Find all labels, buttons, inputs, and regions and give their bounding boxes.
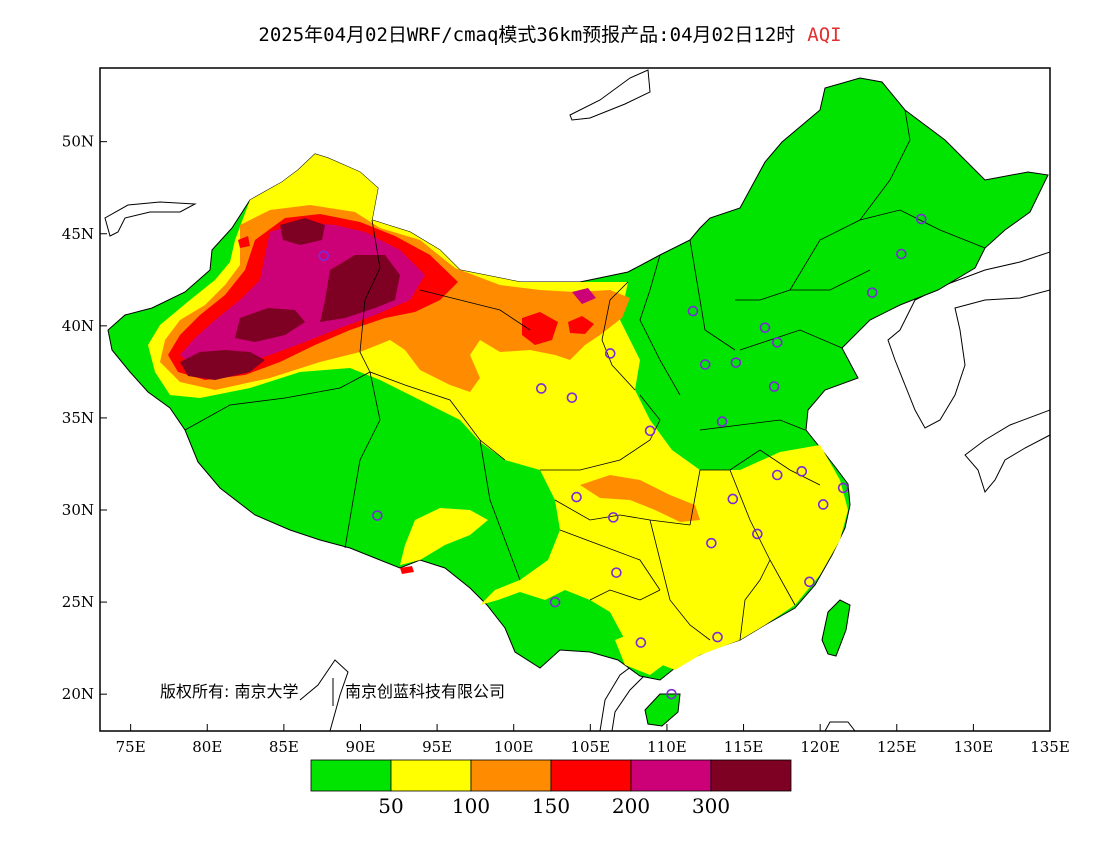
lat-tick-label: 20N: [62, 685, 94, 703]
coastline: [824, 721, 856, 731]
station-markers: [318, 213, 927, 700]
station-marker: [566, 392, 578, 403]
station-marker: [611, 567, 622, 578]
lon-tick-label: 115E: [724, 738, 764, 756]
aqi-region-red: [568, 316, 594, 334]
station-marker: [759, 322, 771, 333]
station-marker: [771, 337, 783, 348]
station-marker: [372, 510, 383, 521]
coastline: [299, 659, 349, 731]
colorbar-swatch: [470, 759, 552, 792]
station-marker: [549, 596, 561, 608]
aqi-region-magenta: [572, 288, 596, 304]
station-marker: [666, 688, 677, 700]
station-marker: [635, 637, 647, 648]
station-marker: [706, 537, 717, 549]
lat-tick-label: 40N: [62, 317, 94, 335]
station-marker: [896, 248, 907, 260]
station-marker: [535, 383, 547, 394]
station-marker: [915, 213, 927, 225]
station-marker: [716, 416, 728, 427]
latitude-axis: 50N 45N 40N 35N 30N 25N 20N: [62, 133, 107, 703]
lat-tick-label: 35N: [62, 409, 94, 427]
aqi-region-maroon: [180, 350, 265, 380]
aqi-region-orange: [580, 475, 700, 522]
lon-tick-label: 95E: [422, 738, 452, 756]
aqi-region-yellow: [615, 630, 670, 675]
copyright-owner: 版权所有: 南京大学: [160, 682, 298, 701]
lon-tick-label: 85E: [269, 738, 299, 756]
aqi-region-red: [400, 566, 414, 574]
aqi-region-red: [522, 312, 558, 345]
colorbar-label: 200: [612, 794, 650, 818]
station-marker: [771, 469, 783, 481]
station-marker: [817, 499, 829, 510]
lon-tick-label: 105E: [571, 738, 611, 756]
lon-tick-label: 135E: [1030, 738, 1070, 756]
lat-tick-label: 50N: [62, 133, 94, 151]
station-marker: [712, 631, 723, 643]
colorbar-swatch: [390, 759, 472, 792]
aqi-region-maroon: [235, 308, 305, 342]
station-marker: [768, 381, 780, 392]
lon-tick-label: 100E: [494, 738, 534, 756]
aqi-region-yellow: [400, 508, 488, 565]
station-marker: [318, 250, 330, 262]
colorbar-swatch: [310, 759, 392, 792]
colorbar-label: 150: [532, 794, 570, 818]
coastline: [104, 201, 197, 237]
station-marker: [608, 512, 619, 523]
station-marker: [699, 359, 711, 370]
aqi-region-green: [644, 693, 681, 727]
lat-tick-label: 25N: [62, 593, 94, 611]
aqi-colorbar: 50 100 150 200 300: [310, 759, 792, 818]
title-text: 2025年04月02日WRF/cmaq模式36km预报产品:04月02日12时: [258, 24, 796, 46]
station-marker: [837, 482, 849, 494]
lon-tick-label: 75E: [116, 738, 146, 756]
title-variable: AQI: [807, 24, 842, 46]
lat-tick-label: 30N: [62, 501, 94, 519]
coastline: [887, 251, 1050, 429]
lon-tick-label: 80E: [192, 738, 222, 756]
station-marker: [752, 528, 763, 540]
province-boundaries: [184, 109, 986, 641]
aqi-region-maroon: [280, 218, 325, 245]
coastline: [569, 69, 651, 121]
aqi-region-red: [238, 236, 250, 248]
station-marker: [571, 491, 582, 503]
station-marker: [866, 287, 878, 298]
colorbar-label: 300: [692, 794, 730, 818]
colorbar-swatch: [710, 759, 792, 792]
colorbar-label: 100: [452, 794, 490, 818]
lon-tick-label: 130E: [954, 738, 994, 756]
lat-tick-label: 45N: [62, 225, 94, 243]
copyright-company: 南京创蓝科技有限公司: [345, 682, 505, 701]
station-marker: [796, 466, 808, 477]
station-marker: [804, 576, 815, 588]
lon-tick-label: 110E: [647, 738, 687, 756]
longitude-axis: 75E 80E 85E 90E 95E 100E 105E 110E 115E 120E 125E 1…: [116, 724, 1070, 756]
lon-tick-label: 90E: [345, 738, 375, 756]
lon-tick-label: 125E: [877, 738, 917, 756]
station-marker: [644, 425, 656, 437]
map-frame: [99, 67, 1051, 732]
station-marker: [730, 357, 742, 368]
station-marker: [687, 305, 699, 317]
station-marker: [727, 493, 739, 505]
map-title: 2025年04月02日WRF/cmaq模式36km预报产品:04月02日12时 A…: [0, 20, 1100, 47]
lon-tick-label: 120E: [800, 738, 840, 756]
colorbar-label: 50: [378, 794, 403, 818]
colorbar-swatch: [550, 759, 632, 792]
aqi-region-maroon: [320, 255, 400, 322]
colorbar-swatch: [630, 759, 712, 792]
station-marker: [604, 348, 616, 359]
coastline: [964, 409, 1050, 494]
aqi-region-green: [821, 599, 851, 657]
